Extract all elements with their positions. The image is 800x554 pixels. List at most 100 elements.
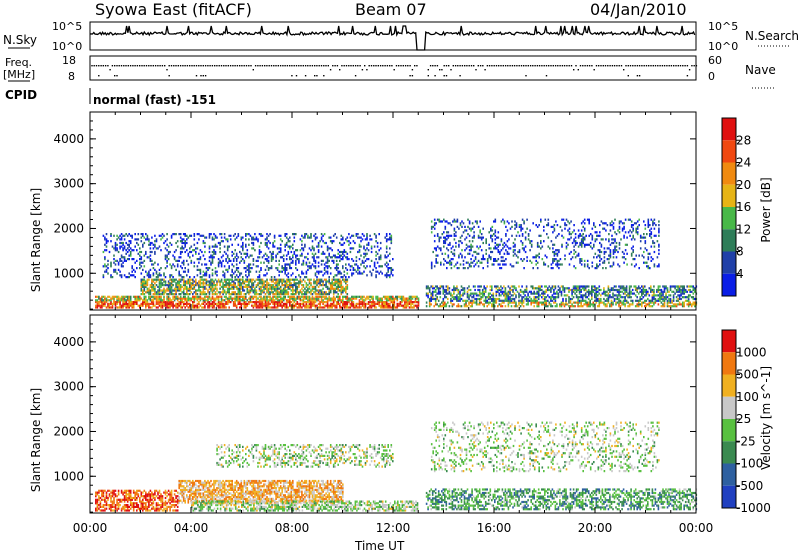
- echo-cell: [345, 295, 347, 298]
- echo-cell: [322, 274, 324, 277]
- echo-cell: [495, 301, 498, 304]
- echo-cell: [222, 240, 224, 243]
- echo-cell: [302, 249, 305, 252]
- echo-cell: [440, 247, 442, 250]
- echo-cell: [281, 267, 283, 270]
- echo-cell: [317, 282, 320, 285]
- echo-cell: [389, 302, 391, 305]
- echo-cell: [269, 295, 271, 298]
- echo-cell: [651, 290, 654, 293]
- echo-cell: [270, 276, 273, 279]
- echo-cell: [630, 303, 632, 306]
- echo-cell: [390, 240, 393, 243]
- echo-cell: [239, 282, 241, 285]
- echo-cell: [580, 288, 582, 292]
- echo-cell: [189, 289, 191, 292]
- echo-cell: [447, 285, 449, 288]
- echo-cell: [184, 287, 186, 290]
- echo-cell: [366, 258, 368, 261]
- echo-cell: [248, 263, 250, 266]
- echo-cell: [328, 265, 330, 268]
- echo-cell: [459, 263, 462, 266]
- echo-cell: [260, 250, 262, 254]
- echo-cell: [136, 302, 138, 305]
- echo-cell: [379, 301, 382, 304]
- echo-cell: [375, 302, 377, 305]
- echo-cell: [446, 220, 448, 223]
- echo-cell: [651, 297, 654, 301]
- echo-cell: [146, 280, 149, 283]
- freq-dot: [145, 65, 148, 67]
- echo-cell: [497, 288, 499, 292]
- freq-dot: [466, 65, 468, 67]
- freq-dot: [443, 65, 445, 67]
- freq-tick-top: 18: [62, 54, 76, 67]
- echo-cell: [506, 297, 508, 301]
- echo-cell: [260, 297, 262, 300]
- echo-cell: [246, 291, 249, 294]
- freq-dot: [170, 65, 173, 67]
- echo-cell: [480, 292, 482, 295]
- echo-cell: [175, 293, 177, 296]
- echo-cell: [292, 278, 294, 281]
- echo-cell: [213, 252, 215, 255]
- echo-cell: [258, 252, 261, 255]
- echo-cell: [470, 229, 472, 232]
- echo-cell: [393, 301, 396, 304]
- freq-dot: [150, 65, 152, 67]
- echo-cell: [110, 240, 112, 243]
- echo-cell: [686, 296, 688, 299]
- echo-cell: [126, 258, 129, 261]
- echo-cell: [548, 303, 551, 306]
- echo-cell: [612, 288, 614, 292]
- echo-cell: [190, 284, 193, 287]
- freq-dot: [334, 65, 336, 67]
- echo-cell: [273, 282, 276, 285]
- echo-cell: [169, 301, 171, 304]
- echo-cell: [99, 301, 102, 304]
- echo-cell: [468, 294, 470, 297]
- echo-cell: [178, 259, 180, 262]
- freq-dot: [395, 65, 398, 67]
- echo-cell: [340, 289, 343, 292]
- echo-cell: [140, 280, 143, 283]
- freq-dot: [229, 65, 232, 67]
- echo-cell: [346, 299, 349, 302]
- echo-cell: [316, 276, 318, 279]
- echo-cell: [361, 304, 364, 307]
- echo-cell: [289, 247, 291, 250]
- echo-cell: [108, 250, 111, 254]
- echo-cell: [287, 272, 290, 275]
- echo-cell: [319, 295, 321, 298]
- echo-cell: [320, 245, 323, 248]
- echo-cell: [105, 241, 108, 245]
- echo-cell: [207, 280, 209, 283]
- echo-cell: [345, 267, 347, 270]
- echo-cell: [179, 297, 182, 300]
- echo-cell: [560, 290, 563, 293]
- echo-cell: [447, 254, 450, 257]
- freq-dot: [411, 69, 414, 71]
- echo-cell: [229, 282, 232, 285]
- echo-cell: [444, 220, 447, 223]
- echo-cell: [437, 299, 440, 302]
- freq-dot: [518, 65, 520, 67]
- echo-cell: [220, 291, 223, 294]
- echo-cell: [293, 301, 296, 304]
- echo-cell: [184, 233, 186, 236]
- echo-cell: [267, 287, 270, 290]
- echo-cell: [158, 284, 161, 287]
- echo-cell: [337, 285, 339, 288]
- echo-cell: [213, 250, 215, 254]
- echo-cell: [276, 297, 279, 300]
- echo-cell: [575, 301, 578, 304]
- echo-cell: [441, 305, 443, 308]
- echo-cell: [301, 254, 303, 257]
- echo-cell: [116, 259, 118, 262]
- echo-cell: [569, 301, 572, 304]
- echo-cell: [317, 302, 320, 305]
- echo-cell: [226, 287, 229, 290]
- echo-cell: [559, 287, 561, 290]
- echo-cell: [595, 288, 598, 292]
- echo-cell: [222, 259, 224, 262]
